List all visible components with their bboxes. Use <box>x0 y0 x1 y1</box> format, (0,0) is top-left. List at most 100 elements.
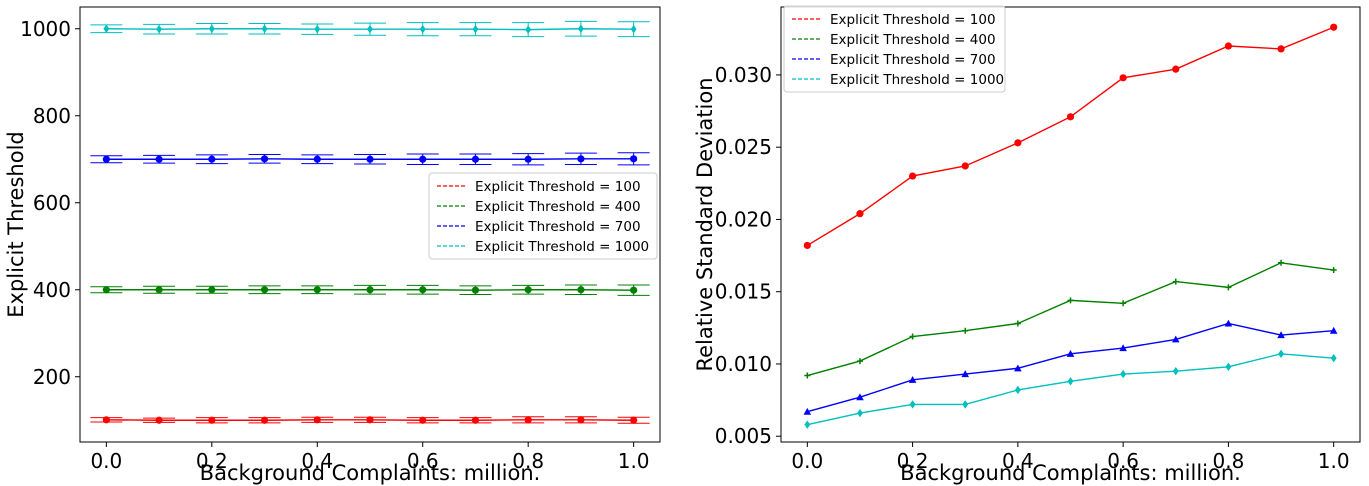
data-point <box>961 370 970 378</box>
data-point <box>102 286 110 294</box>
data-point <box>156 24 163 34</box>
data-point <box>1119 344 1127 352</box>
data-point <box>366 416 374 424</box>
data-point <box>525 25 532 34</box>
series-line <box>807 262 1334 377</box>
data-point <box>419 155 427 163</box>
y-tick-label: 200 <box>33 365 71 389</box>
data-point <box>1277 45 1285 53</box>
x-tick-label: 0.2 <box>897 449 929 473</box>
y-tick-label: 0.015 <box>715 280 772 304</box>
data-point <box>1119 74 1127 82</box>
legend-label: Explicit Threshold = 1000 <box>475 239 649 255</box>
legend-label: Explicit Threshold = 400 <box>475 199 641 215</box>
legend-entry: Explicit Threshold = 100 <box>437 179 641 195</box>
data-point <box>804 372 811 379</box>
data-point <box>1224 319 1233 327</box>
data-point <box>472 24 479 34</box>
data-point <box>102 416 110 424</box>
plot-area-frame <box>780 6 1361 443</box>
data-point <box>419 416 427 424</box>
data-point <box>1330 23 1338 31</box>
data-point <box>1278 349 1284 359</box>
data-point <box>1014 139 1022 147</box>
data-point <box>524 155 532 163</box>
data-point <box>1330 353 1337 363</box>
x-tick-label: 0.4 <box>301 449 333 473</box>
x-tick-label: 0.4 <box>1002 449 1034 473</box>
data-point <box>208 416 216 424</box>
data-point <box>856 210 864 218</box>
y-tick-label: 400 <box>33 278 71 302</box>
data-point <box>1171 335 1180 343</box>
data-point <box>314 24 321 34</box>
series-2 <box>90 284 650 296</box>
data-point <box>630 286 638 294</box>
legend-label: Explicit Threshold = 100 <box>475 179 641 195</box>
data-point <box>155 155 163 163</box>
series-3 <box>803 319 1338 415</box>
y-tick-label: 0.025 <box>715 135 772 159</box>
series-1 <box>803 23 1338 250</box>
data-point <box>102 155 110 163</box>
legend-box <box>783 5 1006 93</box>
data-point <box>367 24 373 34</box>
data-point <box>419 286 427 294</box>
legend-label: Explicit Threshold = 400 <box>830 32 996 48</box>
data-point <box>1172 278 1179 285</box>
legend-entry: Explicit Threshold = 400 <box>437 199 641 215</box>
x-tick-label: 0.8 <box>1213 449 1245 473</box>
x-tick-label: 0.0 <box>90 449 122 473</box>
data-point <box>1120 369 1127 379</box>
y-tick-label: 0.005 <box>715 424 772 448</box>
legend-label: Explicit Threshold = 700 <box>830 52 996 68</box>
y-tick-label: 0.010 <box>715 352 772 376</box>
data-point <box>1330 267 1337 274</box>
data-point <box>856 358 863 365</box>
data-point <box>1014 364 1022 372</box>
legend-entry: Explicit Threshold = 400 <box>792 32 996 48</box>
legend: Explicit Threshold = 100 Explicit Thresho… <box>428 172 658 260</box>
data-point <box>1172 366 1179 376</box>
data-point <box>804 420 811 429</box>
data-point <box>1067 377 1074 386</box>
data-point <box>261 24 268 33</box>
series-3 <box>90 152 650 166</box>
data-point <box>1277 331 1285 339</box>
x-tick-label: 0.0 <box>791 449 823 473</box>
legend-entry: Explicit Threshold = 1000 <box>437 239 649 255</box>
series-line <box>807 322 1334 413</box>
left-chart-panel: 0.0 0.2 0.4 0.6 0.8 1.0 200 400 600 800 1000 Backgr… <box>4 6 661 485</box>
x-tick-label: 0.6 <box>407 449 439 473</box>
data-point <box>1066 113 1075 121</box>
data-point <box>1120 300 1127 307</box>
data-point <box>1278 259 1285 266</box>
data-point <box>961 162 969 170</box>
data-point <box>103 24 110 33</box>
data-point <box>962 327 969 334</box>
x-tick-label: 0.6 <box>1107 449 1139 473</box>
x-axis-title: Background Complaints: million. <box>200 461 541 485</box>
data-point <box>1014 385 1021 395</box>
legend-box <box>428 172 658 260</box>
legend-label: Explicit Threshold = 700 <box>475 219 641 235</box>
data-point <box>577 155 585 163</box>
data-point <box>1066 350 1075 357</box>
data-point <box>803 407 812 415</box>
data-point <box>630 416 638 424</box>
data-point <box>260 155 269 163</box>
data-point <box>577 416 585 424</box>
data-point <box>1329 326 1338 334</box>
series-4 <box>804 349 1337 429</box>
data-point <box>1172 65 1180 73</box>
y-tick-label: 600 <box>33 191 71 215</box>
data-point <box>366 155 374 163</box>
legend-label: Explicit Threshold = 1000 <box>830 72 1004 88</box>
y-tick-label: 0.020 <box>715 207 772 231</box>
data-point <box>803 241 811 250</box>
data-point <box>366 286 374 294</box>
data-point <box>208 24 215 33</box>
legend-entry: Explicit Threshold = 700 <box>437 219 641 235</box>
legend: Explicit Threshold = 100 Explicit Thresho… <box>783 5 1006 93</box>
